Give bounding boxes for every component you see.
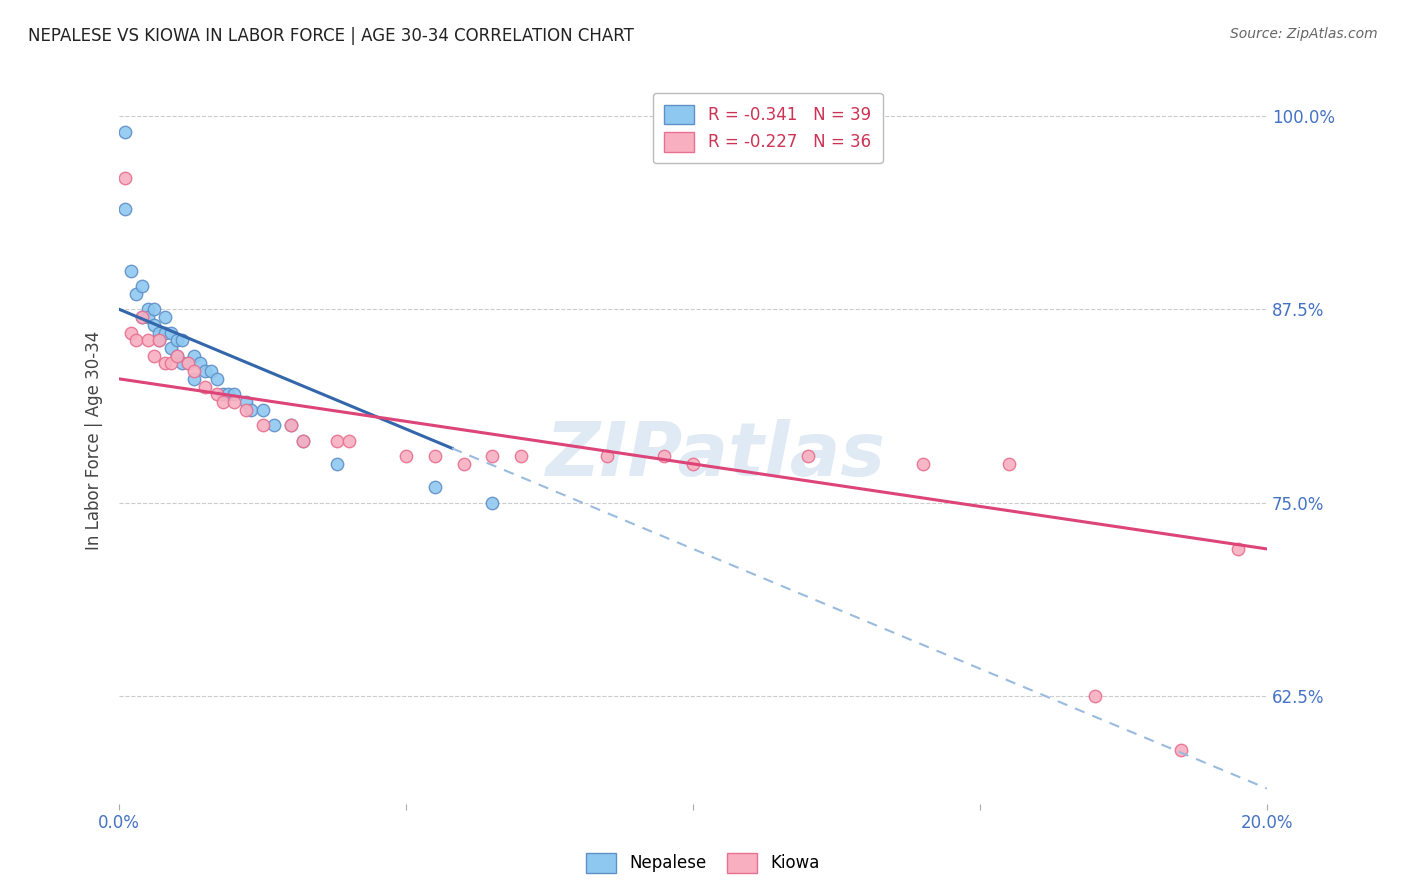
- Point: [131, 310, 153, 324]
- Point: [183, 372, 205, 386]
- Point: [136, 302, 159, 317]
- Point: [148, 326, 170, 340]
- Point: [136, 333, 159, 347]
- Point: [1084, 689, 1107, 703]
- Point: [148, 333, 170, 347]
- Point: [120, 326, 142, 340]
- Point: [200, 364, 222, 378]
- Point: [166, 349, 188, 363]
- Point: [125, 333, 148, 347]
- Point: [596, 449, 619, 463]
- Point: [205, 372, 228, 386]
- Point: [481, 495, 503, 509]
- Point: [160, 326, 183, 340]
- Point: [172, 356, 194, 370]
- Point: [423, 480, 446, 494]
- Point: [280, 418, 302, 433]
- Text: Source: ZipAtlas.com: Source: ZipAtlas.com: [1230, 27, 1378, 41]
- Point: [682, 457, 704, 471]
- Point: [114, 202, 136, 216]
- Point: [395, 449, 418, 463]
- Point: [510, 449, 533, 463]
- Point: [252, 418, 274, 433]
- Point: [188, 356, 211, 370]
- Point: [166, 349, 188, 363]
- Point: [252, 402, 274, 417]
- Point: [235, 395, 257, 409]
- Point: [142, 349, 165, 363]
- Point: [997, 457, 1019, 471]
- Point: [222, 387, 245, 401]
- Point: [177, 356, 200, 370]
- Point: [183, 349, 205, 363]
- Point: [172, 333, 194, 347]
- Point: [142, 302, 165, 317]
- Point: [453, 457, 475, 471]
- Legend: R = -0.341   N = 39, R = -0.227   N = 36: R = -0.341 N = 39, R = -0.227 N = 36: [652, 93, 883, 163]
- Point: [222, 395, 245, 409]
- Point: [114, 124, 136, 138]
- Text: NEPALESE VS KIOWA IN LABOR FORCE | AGE 30-34 CORRELATION CHART: NEPALESE VS KIOWA IN LABOR FORCE | AGE 3…: [28, 27, 634, 45]
- Point: [291, 434, 314, 448]
- Point: [654, 449, 676, 463]
- Point: [153, 356, 176, 370]
- Point: [211, 395, 233, 409]
- Point: [326, 434, 349, 448]
- Point: [153, 310, 176, 324]
- Y-axis label: In Labor Force | Age 30-34: In Labor Force | Age 30-34: [86, 331, 103, 550]
- Point: [120, 263, 142, 277]
- Point: [194, 379, 217, 393]
- Point: [797, 449, 820, 463]
- Point: [423, 449, 446, 463]
- Point: [160, 356, 183, 370]
- Point: [131, 310, 153, 324]
- Point: [240, 402, 263, 417]
- Point: [1170, 743, 1192, 757]
- Point: [326, 457, 349, 471]
- Point: [337, 434, 360, 448]
- Point: [114, 170, 136, 185]
- Text: ZIPatlas: ZIPatlas: [546, 418, 886, 491]
- Point: [142, 318, 165, 332]
- Point: [177, 356, 200, 370]
- Point: [136, 310, 159, 324]
- Point: [235, 402, 257, 417]
- Point: [217, 387, 239, 401]
- Point: [148, 333, 170, 347]
- Point: [1227, 541, 1250, 556]
- Point: [291, 434, 314, 448]
- Point: [183, 364, 205, 378]
- Point: [211, 387, 233, 401]
- Point: [481, 449, 503, 463]
- Point: [125, 286, 148, 301]
- Point: [911, 457, 934, 471]
- Legend: Nepalese, Kiowa: Nepalese, Kiowa: [579, 847, 827, 880]
- Point: [280, 418, 302, 433]
- Point: [166, 333, 188, 347]
- Point: [153, 326, 176, 340]
- Point: [263, 418, 285, 433]
- Point: [131, 279, 153, 293]
- Point: [160, 341, 183, 355]
- Point: [194, 364, 217, 378]
- Point: [205, 387, 228, 401]
